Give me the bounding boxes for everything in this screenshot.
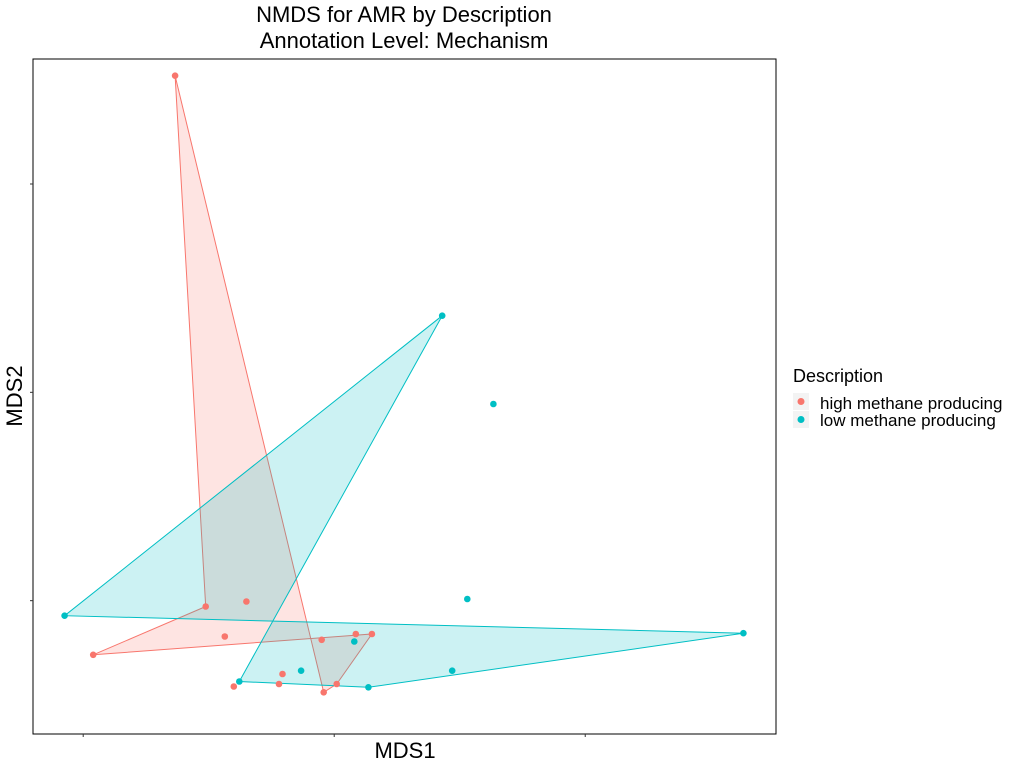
point-high-1 (171, 72, 179, 79)
point-low-7 (490, 400, 497, 408)
point-low-2 (740, 629, 747, 637)
legend-key-high (797, 398, 805, 405)
legend: Description high methane producing low m… (793, 366, 1002, 430)
x-axis-label: MDS1 (374, 738, 435, 763)
point-high-8 (368, 630, 376, 638)
chart-subtitle: Annotation Level: Mechanism (260, 28, 549, 53)
point-low-3 (236, 678, 243, 685)
point-high-9 (333, 680, 341, 688)
point-low-1 (438, 312, 446, 320)
point-low-4 (365, 684, 372, 691)
legend-title: Description (793, 366, 883, 386)
point-high-10 (320, 689, 328, 696)
point-high-2 (89, 651, 97, 659)
point-high-11 (230, 683, 238, 690)
point-low-6 (61, 612, 68, 619)
plot-border (32, 58, 777, 735)
legend-label-high: high methane producing (820, 394, 1002, 413)
point-high-12 (275, 680, 283, 688)
point-high-7 (352, 630, 360, 638)
point-high-5 (221, 633, 229, 640)
point-high-4 (243, 598, 250, 605)
point-high-13 (279, 670, 286, 678)
y-axis-label: MDS2 (2, 365, 27, 426)
plot-panel (33, 59, 776, 734)
point-layer (61, 72, 747, 696)
point-low-10 (351, 638, 358, 645)
point-low-9 (448, 667, 456, 674)
legend-label-low: low methane producing (820, 411, 996, 430)
point-low-8 (464, 595, 471, 603)
legend-key-low (797, 416, 805, 423)
point-low-5 (297, 667, 305, 674)
point-high-3 (202, 603, 209, 610)
point-high-6 (318, 636, 326, 644)
chart-title: NMDS for AMR by Description (256, 2, 552, 27)
tick-layer (30, 183, 586, 737)
hull-low-methane (63, 315, 744, 688)
